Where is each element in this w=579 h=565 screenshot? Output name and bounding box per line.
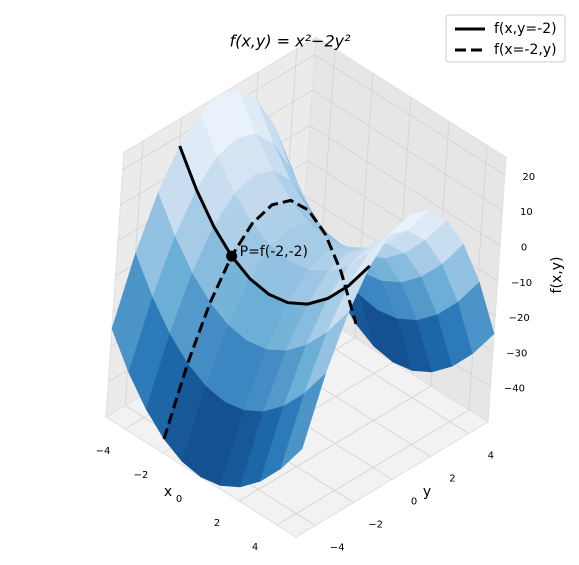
x-tick-label: 4 [252,542,258,553]
grid-line [468,145,488,411]
y-tick-label: 2 [449,474,455,485]
y-tick-label: −4 [330,543,345,554]
y-tick-label: 0 [411,497,417,508]
z-tick-label: 0 [521,243,527,254]
x-tick-label: −4 [96,446,111,457]
y-tick-label: −2 [368,520,383,531]
point-label: P=f(-2,-2) [240,244,308,260]
z-tick-label: −20 [509,313,530,324]
x-axis-label: x [164,484,172,500]
point-marker [226,250,238,262]
z-tick-label: 10 [520,207,533,218]
legend: f(x,y=-2) f(x=-2,y) [445,14,566,63]
x-tick-label: 2 [214,518,220,529]
legend-label: f(x,y=-2) [494,21,557,37]
overlay: P=f(-2,-2) [162,145,371,440]
chart-title: f(x,y) = x²−2y² [229,32,351,51]
series-line [178,145,371,306]
x-tick-label: −2 [134,470,149,481]
surface-facet [280,372,327,470]
legend-label: f(x=-2,y) [494,42,557,58]
z-axis-label: f(x,y) [549,257,565,294]
y-tick-label: 4 [488,451,494,462]
z-tick-label: −40 [504,384,525,395]
grid-line [309,125,501,246]
z-tick-label: −30 [506,348,527,359]
grid-line [312,89,503,211]
grid-line [314,54,506,176]
x-tick-label: 0 [176,494,182,505]
z-tick-label: −10 [511,278,532,289]
surface [111,89,495,488]
y-axis-label: y [423,484,431,500]
series-line [162,198,358,440]
z-tick-label: 20 [522,172,535,183]
